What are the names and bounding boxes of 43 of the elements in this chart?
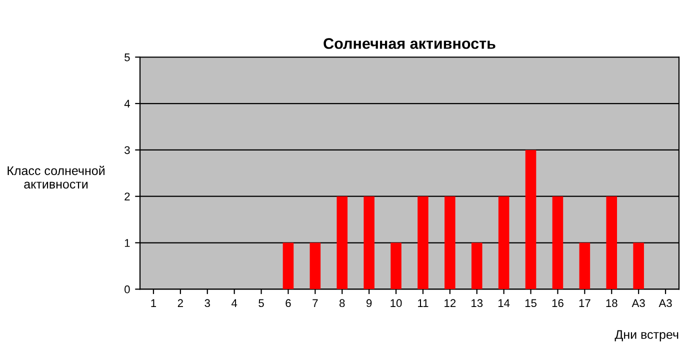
x-tick-label: 11	[418, 299, 428, 307]
bar	[606, 196, 618, 290]
x-tick-label: 17	[579, 299, 590, 307]
bar	[579, 242, 590, 290]
y-tick-label: 3	[124, 146, 130, 154]
bar	[310, 242, 321, 290]
bar	[444, 196, 456, 290]
x-tick-label: 9	[366, 299, 372, 308]
x-tick-label: 15	[525, 299, 536, 308]
y-tick-label: 4	[124, 100, 130, 108]
x-tick-label: 13	[472, 299, 483, 308]
bar	[525, 150, 536, 290]
x-tick-label: 3	[204, 299, 210, 308]
x-tick-label: 8	[340, 299, 345, 308]
x-tick-label: 5	[258, 299, 264, 308]
y-tick-label: 5	[124, 54, 130, 62]
chart-title: Солнечная активность	[324, 38, 496, 49]
x-tick-label: 4	[231, 299, 238, 307]
bar	[471, 242, 482, 290]
bar	[498, 196, 510, 290]
x-tick-label: 6	[286, 299, 291, 308]
x-tick-label: 7	[312, 299, 318, 307]
x-tick-label: 12	[444, 299, 456, 307]
y-tick-label: 1	[124, 239, 130, 247]
y-tick-label: 2	[124, 192, 130, 200]
x-tick-label: 14	[498, 299, 510, 307]
y-tick-label: 0	[124, 285, 130, 294]
x-tick-label: А3	[632, 299, 645, 308]
x-tick-label: 10	[390, 299, 402, 308]
bar	[633, 242, 644, 290]
bar	[364, 196, 374, 290]
bar	[282, 242, 294, 290]
y-axis-title: Класс солнечной активности	[8, 166, 104, 189]
bar	[552, 196, 564, 290]
x-tick-label: 2	[178, 299, 183, 307]
x-tick-label: А3	[658, 299, 672, 308]
x-tick-label: 1	[151, 299, 156, 307]
bar	[418, 196, 428, 290]
bar	[390, 242, 402, 290]
x-axis-title: Дни встреч	[614, 330, 678, 342]
x-tick-label: 16	[552, 299, 564, 308]
x-tick-label: 18	[606, 299, 618, 308]
bar	[336, 196, 348, 290]
